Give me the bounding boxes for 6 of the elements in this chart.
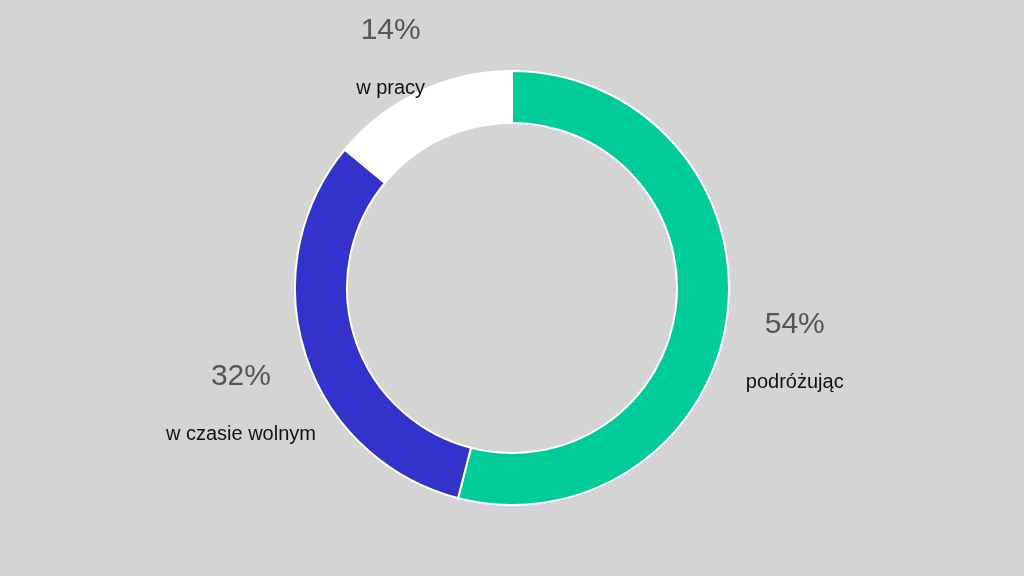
slice-label: podróżując	[745, 369, 844, 392]
slice-label: w pracy	[355, 76, 426, 99]
slice-label: w czasie wolnym	[164, 422, 316, 445]
data-label: 54%	[764, 305, 825, 339]
data-label: 14%	[360, 12, 421, 46]
data-label: 32%	[210, 358, 271, 392]
